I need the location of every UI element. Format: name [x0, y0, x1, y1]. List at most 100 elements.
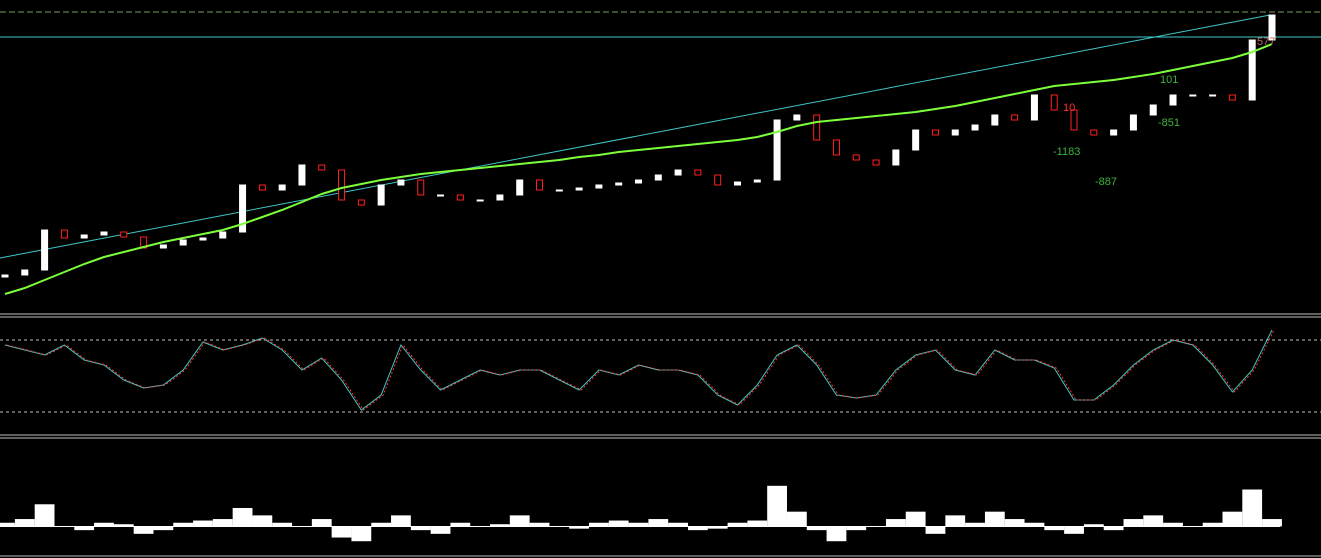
histogram-bar: [391, 515, 411, 527]
histogram-bar: [608, 520, 629, 527]
histogram-bar: [806, 526, 827, 531]
histogram-bar: [371, 522, 392, 527]
candle: [1129, 114, 1137, 131]
histogram-bar: [153, 526, 174, 531]
histogram-bar: [965, 522, 985, 527]
candle: [753, 179, 761, 183]
histogram-bar: [0, 522, 15, 527]
histogram-bar: [687, 526, 708, 531]
candle: [1149, 104, 1157, 116]
candle: [793, 114, 801, 121]
histogram-bar: [1083, 524, 1104, 527]
histogram-bar: [1262, 519, 1282, 527]
candle: [1011, 114, 1019, 121]
candle: [555, 189, 563, 192]
oscillator-signal: [6, 329, 1275, 411]
histogram-bar: [589, 522, 609, 527]
histogram-bar: [826, 526, 847, 542]
candle: [1070, 109, 1078, 131]
histogram-bar: [133, 526, 154, 534]
candle: [1189, 94, 1197, 97]
candle: [100, 231, 108, 236]
histogram-bar: [410, 526, 431, 531]
histogram-bar: [1242, 489, 1263, 527]
histogram-bar: [529, 522, 550, 527]
histogram-bar: [1064, 526, 1084, 534]
candle: [1090, 129, 1098, 136]
histogram-bar: [450, 522, 471, 527]
candle: [80, 234, 88, 239]
histogram-bar: [74, 526, 95, 531]
candle: [278, 184, 286, 191]
candle: [397, 179, 405, 186]
histogram-bar: [252, 515, 273, 527]
histogram-bar: [846, 526, 867, 531]
candle: [60, 229, 68, 239]
histogram-bar: [1123, 519, 1144, 527]
annotation: 577: [1257, 36, 1275, 48]
candle: [674, 169, 682, 176]
candle: [951, 129, 959, 136]
histogram-bar: [727, 522, 748, 527]
candle: [1, 274, 9, 278]
candle: [476, 199, 484, 202]
candle: [1030, 94, 1038, 121]
histogram-bar: [14, 519, 35, 527]
candle: [41, 229, 49, 271]
candle: [1268, 14, 1276, 41]
histogram-bar: [193, 520, 213, 527]
candle: [298, 164, 306, 186]
candle: [714, 174, 722, 186]
candle: [635, 179, 642, 184]
histogram-bar: [747, 520, 768, 527]
histogram-bar: [1143, 515, 1164, 527]
candle: [516, 179, 524, 196]
annotation: -851: [1158, 117, 1180, 129]
histogram-bar: [1044, 526, 1065, 531]
candle: [1248, 39, 1256, 101]
candle: [615, 182, 623, 186]
candle: [199, 237, 207, 241]
candle: [318, 164, 326, 171]
annotation: 101: [1160, 74, 1178, 86]
candle: [496, 194, 504, 201]
histogram-bar: [707, 526, 728, 529]
candle: [417, 179, 425, 196]
candle: [159, 244, 167, 249]
histogram-bar: [767, 485, 787, 527]
histogram-bar: [212, 519, 233, 527]
histogram-bar: [885, 519, 906, 527]
candle: [595, 184, 603, 189]
histogram-bar: [94, 522, 114, 527]
histogram-bar: [786, 511, 807, 527]
candle: [694, 169, 702, 176]
histogram-bar: [628, 522, 649, 527]
candle: [991, 114, 999, 126]
trend-line: [0, 14, 1271, 259]
candle: [872, 159, 880, 166]
histogram-bar: [272, 522, 293, 527]
histogram-bar: [569, 526, 590, 529]
histogram-bar: [490, 524, 510, 527]
candle: [357, 199, 365, 206]
candle: [377, 184, 385, 206]
annotation: -1183: [1053, 146, 1080, 158]
histogram-bar: [984, 511, 1005, 527]
candle: [931, 129, 939, 136]
histogram-bar: [113, 524, 134, 527]
candle: [1228, 94, 1236, 101]
candle: [338, 169, 346, 201]
histogram-bar: [1004, 519, 1025, 527]
histogram-bar: [648, 519, 669, 527]
candle: [179, 239, 187, 246]
histogram-bar: [1222, 511, 1243, 527]
candle: [437, 194, 445, 197]
annotation: 10: [1063, 102, 1075, 114]
candle: [1169, 94, 1177, 106]
candle: [1209, 94, 1217, 97]
candle: [773, 119, 781, 181]
candle: [813, 114, 821, 141]
oscillator-line: [4, 329, 1273, 411]
candle: [654, 174, 662, 181]
